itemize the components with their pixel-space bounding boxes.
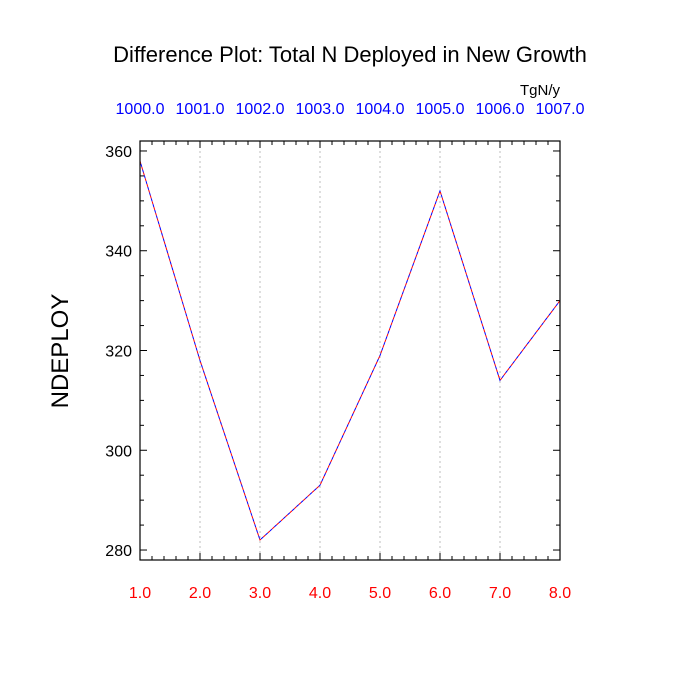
series-layer	[139, 160, 561, 541]
x-tick-label-bottom: 3.0	[249, 585, 271, 602]
x-tick-label-top: 1002.0	[236, 101, 285, 118]
x-tick-label-bottom: 5.0	[369, 585, 391, 602]
x-tick-label-bottom: 2.0	[189, 585, 211, 602]
tick-labels: 280 300 320 340 360 1.0 2.0 3.0 4.0 5.0 6.0 7.0 8.0 1…	[105, 101, 584, 602]
x-tick-label-top: 1006.0	[476, 101, 525, 118]
series-line-b	[139, 160, 561, 541]
x-tick-label-top: 1001.0	[176, 101, 225, 118]
x-tick-label-bottom: 7.0	[489, 585, 511, 602]
grid-lines	[199, 141, 501, 560]
y-tick-label: 340	[105, 244, 132, 261]
plot-frame	[139, 140, 561, 561]
y-tick-label: 280	[105, 543, 132, 560]
y-tick-label: 300	[105, 443, 132, 460]
units-label: TgN/y	[520, 82, 561, 99]
axis-ticks	[139, 141, 561, 560]
x-tick-label-top: 1007.0	[536, 101, 585, 118]
y-tick-label: 320	[105, 344, 132, 361]
x-tick-label-bottom: 6.0	[429, 585, 451, 602]
chart-title: Difference Plot: Total N Deployed in New…	[113, 42, 587, 67]
x-tick-label-bottom: 4.0	[309, 585, 331, 602]
x-tick-label-top: 1004.0	[356, 101, 405, 118]
x-tick-label-bottom: 8.0	[549, 585, 571, 602]
x-tick-label-bottom: 1.0	[129, 585, 151, 602]
x-tick-label-top: 1000.0	[116, 101, 165, 118]
series-line-a	[139, 160, 561, 541]
x-tick-label-top: 1003.0	[296, 101, 345, 118]
x-tick-label-top: 1005.0	[416, 101, 465, 118]
y-axis-label: NDEPLOY	[47, 294, 74, 409]
y-tick-label: 360	[105, 144, 132, 161]
